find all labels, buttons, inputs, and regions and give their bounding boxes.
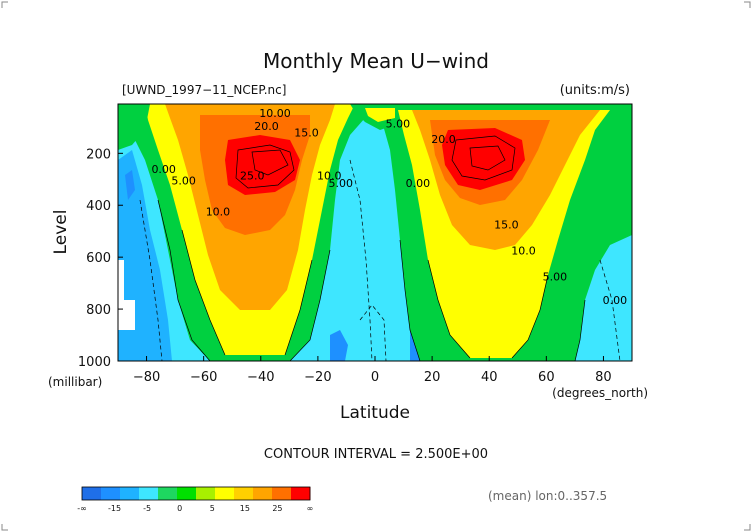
colorbar-swatch: [234, 487, 254, 500]
colorbar-swatch: [291, 487, 311, 500]
contour-label: 5.00: [386, 117, 411, 130]
colorbar-swatch: [196, 487, 216, 500]
contour-line-north-b: [574, 299, 586, 362]
x-tick-label: −80: [133, 370, 160, 385]
x-axis: −80 −60 −40 −20 0 20 40 60 80: [133, 356, 612, 385]
contour-interval-text: CONTOUR INTERVAL = 2.500E+00: [264, 447, 488, 462]
contour-label: 10.00: [259, 107, 291, 120]
colorbar-tick-label: ∞: [307, 504, 314, 513]
y-tick-label: 600: [86, 251, 111, 266]
colorbar-frame: [81, 486, 311, 501]
contour-line-north-f: [469, 145, 506, 171]
colorbar: -∞ -15 -5 0 5 15 25 ∞: [77, 486, 314, 513]
contour-label: 15.0: [294, 126, 319, 139]
contour-line-south-b: [289, 249, 331, 362]
y-unit-label: (millibar): [48, 375, 102, 389]
x-tick-label: 20: [424, 370, 441, 385]
chart-title: Monthly Mean U−wind: [263, 49, 489, 73]
colorbar-swatch: [101, 487, 121, 500]
y-axis-label: Level: [51, 210, 71, 255]
contour-label: 15.0: [494, 219, 519, 232]
colorbar-swatch: [120, 487, 140, 500]
contour-label: 25.0: [240, 169, 265, 182]
contour-fill-upper-left-5: [118, 104, 150, 150]
contour-line-south-e: [235, 144, 295, 189]
footer-text: (mean) lon:0..357.5: [488, 489, 607, 503]
contour-fill-upper-mid-10: [365, 108, 395, 122]
contour-label: 20.0: [254, 120, 279, 133]
filled-contours: [118, 104, 632, 361]
contour-fill-neg-left-dark: [125, 170, 135, 200]
contour-label: 0.00: [406, 177, 431, 190]
contour-label: 0.00: [151, 163, 176, 176]
colorbar-tick-label: 25: [272, 504, 282, 513]
contour-line-south-a: [157, 199, 211, 362]
units-label: (units:m/s): [560, 83, 630, 98]
x-axis-label: Latitude: [340, 403, 410, 423]
colorbar-tick-label: 0: [177, 504, 182, 513]
contour-void-lower-left: [118, 260, 135, 330]
colorbar-swatch: [139, 487, 159, 500]
colorbar-swatch: [272, 487, 292, 500]
contour-lines: [139, 135, 621, 362]
contour-line-north-c: [427, 259, 471, 359]
x-tick-label: 60: [538, 370, 555, 385]
x-tick-label: −20: [304, 370, 331, 385]
x-tick-label: 0: [371, 370, 379, 385]
colorbar-swatch: [82, 487, 102, 500]
contour-line-dashed-4: [359, 304, 387, 362]
y-tick-label: 400: [86, 199, 111, 214]
contour-fill-north-25: [442, 128, 525, 190]
contour-line-dashed-2: [139, 199, 163, 362]
colorbar-tick-label: -∞: [77, 504, 87, 513]
y-axis: 200 400 600 800 1000: [78, 147, 123, 370]
x-tick-label: −60: [190, 370, 217, 385]
x-unit-label: (degrees_north): [552, 386, 648, 400]
contour-line-north-d: [511, 274, 549, 359]
contour-line-south-d: [284, 259, 313, 356]
y-tick-label: 1000: [78, 355, 111, 370]
y-tick-label: 800: [86, 303, 111, 318]
x-tick-label: 80: [595, 370, 612, 385]
y-tick-label: 200: [86, 147, 111, 162]
contour-label: 10.0: [317, 169, 342, 182]
contour-label: 10.0: [511, 245, 536, 258]
colorbar-tick-label: -15: [108, 504, 121, 513]
contour-line-dashed-1: [349, 159, 373, 362]
x-tick-label: −40: [247, 370, 274, 385]
contour-label: 5.00: [543, 271, 568, 284]
contour-label: 10.0: [206, 206, 231, 219]
dataset-label: [UWND_1997−11_NCEP.nc]: [122, 83, 286, 97]
colorbar-swatch: [215, 487, 235, 500]
contour-line-north-e: [451, 135, 516, 181]
colorbar-swatch: [253, 487, 273, 500]
colorbar-swatch: [177, 487, 197, 500]
colorbar-tick-label: 15: [240, 504, 250, 513]
contour-line-south-f: [251, 149, 289, 176]
contour-line-south-c: [181, 229, 226, 356]
x-tick-label: 40: [481, 370, 498, 385]
colorbar-swatch: [158, 487, 178, 500]
contour-fill-neg-south-lower: [330, 330, 348, 361]
contour-line-north-a: [399, 239, 421, 362]
contour-label: 5.00: [171, 174, 196, 187]
contour-label: 0.00: [603, 294, 628, 307]
colorbar-tick-label: -5: [143, 504, 151, 513]
contour-fill-south-25: [225, 135, 300, 195]
contour-label: 20.0: [431, 133, 456, 146]
colorbar-tick-label: 5: [210, 504, 215, 513]
contour-label: 5.00: [328, 177, 353, 190]
